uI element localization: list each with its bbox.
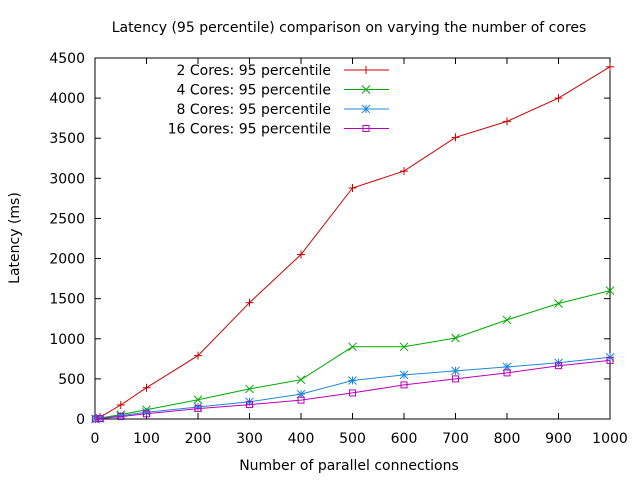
x-tick-label: 600	[391, 431, 418, 447]
data-point-square	[362, 125, 370, 132]
data-point-square	[555, 362, 562, 370]
data-point-square	[452, 375, 459, 383]
data-point-plus	[116, 400, 125, 409]
data-point-plus	[451, 133, 460, 142]
y-tick-label: 4500	[49, 51, 85, 67]
data-point-plus	[348, 183, 357, 192]
data-point-plus	[142, 383, 151, 392]
data-point-square	[246, 401, 253, 409]
data-point-square	[194, 405, 202, 413]
y-tick-label: 4000	[49, 91, 85, 107]
data-point-cross	[451, 333, 460, 343]
legend-label: 4 Cores: 95 percentile	[177, 83, 332, 99]
legend-label: 8 Cores: 95 percentile	[177, 102, 332, 118]
data-point-square	[400, 381, 408, 389]
y-tick-label: 3500	[49, 131, 85, 147]
data-point-star	[399, 370, 409, 380]
y-tick-label: 0	[76, 412, 85, 428]
x-tick-label: 500	[339, 431, 366, 447]
data-point-plus	[297, 250, 305, 259]
data-point-star	[348, 376, 357, 385]
x-tick-label: 300	[236, 431, 263, 447]
data-point-plus	[400, 167, 408, 176]
data-point-square	[297, 396, 305, 404]
data-point-plus	[554, 94, 563, 103]
x-tick-label: 900	[545, 431, 572, 447]
data-point-square	[143, 410, 150, 418]
legend-item: 4 Cores: 95 percentile	[177, 83, 389, 99]
data-point-square	[349, 389, 356, 397]
y-tick-label: 3000	[49, 171, 85, 187]
legend-label: 16 Cores: 95 percentile	[168, 122, 331, 138]
x-axis: 0 100 200 300 400 500 600 700 800 900 1000	[91, 58, 628, 447]
data-point-cross	[399, 342, 409, 352]
x-tick-label: 200	[185, 431, 212, 447]
y-axis-title: Latency (ms)	[7, 192, 23, 284]
chart-title: Latency (95 percentile) comparison on va…	[112, 20, 587, 36]
data-point-square	[606, 356, 614, 364]
legend-item: 2 Cores: 95 percentile	[177, 63, 389, 79]
series-2	[91, 286, 615, 424]
x-tick-label: 700	[442, 431, 469, 447]
series-4	[92, 356, 614, 423]
x-tick-label: 400	[288, 431, 315, 447]
data-point-cross	[296, 375, 306, 385]
data-point-cross	[502, 315, 512, 325]
y-tick-label: 500	[58, 372, 85, 388]
data-point-cross	[554, 299, 563, 308]
data-point-square	[503, 369, 511, 377]
data-point-star	[451, 366, 460, 376]
y-tick-label: 2500	[49, 211, 85, 227]
series-line	[95, 290, 611, 420]
data-point-cross	[245, 384, 254, 394]
data-point-cross	[348, 342, 357, 352]
series-line	[95, 356, 611, 420]
y-tick-label: 1000	[49, 332, 85, 348]
data-point-plus	[194, 351, 202, 360]
data-point-square	[92, 415, 100, 423]
data-point-plus	[245, 298, 254, 307]
x-tick-label: 0	[91, 431, 100, 447]
y-tick-label: 1500	[49, 292, 85, 308]
series-line	[95, 66, 611, 420]
data-point-cross	[193, 395, 203, 405]
x-tick-label: 100	[133, 431, 160, 447]
series-line	[95, 359, 611, 420]
data-point-plus	[503, 117, 511, 126]
series-3	[91, 352, 615, 424]
legend-item: 8 Cores: 95 percentile	[177, 102, 389, 118]
data-point-square	[96, 415, 104, 423]
legend-label: 2 Cores: 95 percentile	[177, 63, 332, 79]
x-axis-title: Number of parallel connections	[239, 458, 459, 474]
y-axis: 0 500 1000 1500 2000 2500 3000 3500 4000 4500	[49, 51, 610, 428]
data-point-cross	[605, 286, 615, 295]
y-tick-label: 2000	[49, 252, 85, 268]
data-point-star	[361, 104, 371, 114]
legend-item: 16 Cores: 95 percentile	[168, 122, 389, 138]
series-layer	[91, 62, 615, 424]
data-point-plus	[362, 66, 370, 74]
data-point-square	[117, 413, 125, 421]
x-tick-label: 1000	[592, 431, 628, 447]
legend: 2 Cores: 95 percentile 4 Cores: 95 percen…	[168, 63, 389, 138]
x-tick-label: 800	[494, 431, 521, 447]
data-point-plus	[606, 62, 614, 71]
data-point-cross	[361, 85, 371, 94]
